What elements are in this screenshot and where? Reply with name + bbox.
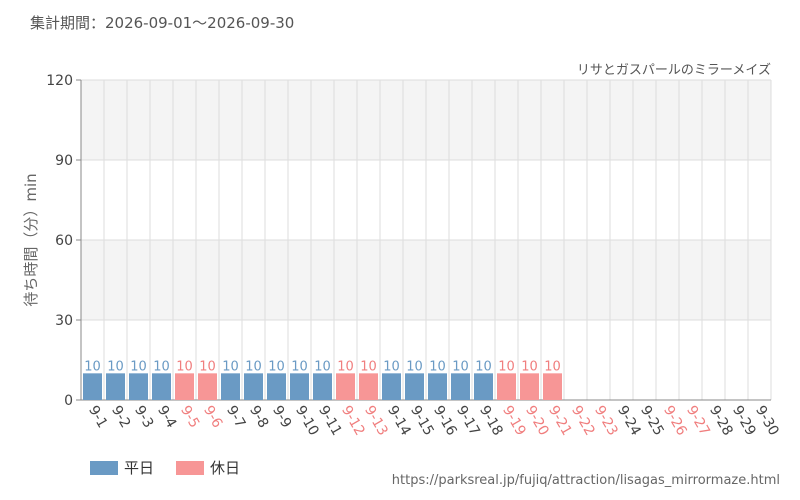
- y-tick-label: 0: [64, 393, 73, 409]
- y-tick-label: 90: [55, 153, 73, 169]
- bar-value-label: 10: [429, 359, 446, 374]
- bar: [313, 373, 332, 400]
- y-tick-label: 120: [46, 73, 73, 89]
- x-tick-label: 9-9: [269, 403, 294, 431]
- bar: [290, 373, 309, 400]
- x-tick-label: 9-6: [200, 403, 225, 431]
- x-tick-label: 9-10: [292, 403, 322, 439]
- bar-value-label: 10: [406, 359, 423, 374]
- bar-value-label: 10: [199, 359, 216, 374]
- x-tick-label: 9-14: [384, 403, 414, 439]
- bar: [497, 373, 516, 400]
- bar-value-label: 10: [475, 359, 492, 374]
- bar: [359, 373, 378, 400]
- x-tick-label: 9-24: [614, 403, 644, 439]
- x-tick-label: 9-27: [683, 403, 713, 439]
- x-tick-label: 9-5: [177, 403, 202, 431]
- bar: [221, 373, 240, 400]
- bar: [382, 373, 401, 400]
- bar: [175, 373, 194, 400]
- bar-value-label: 10: [84, 359, 101, 374]
- bar: [244, 373, 263, 400]
- bar-value-label: 10: [268, 359, 285, 374]
- legend-holiday-label: 休日: [210, 459, 241, 477]
- bar: [336, 373, 355, 400]
- x-tick-label: 9-15: [407, 403, 437, 439]
- y-tick-label: 30: [55, 313, 73, 329]
- source-url[interactable]: https://parksreal.jp/fujiq/attraction/li…: [391, 473, 780, 488]
- x-tick-label: 9-13: [361, 403, 391, 439]
- bar: [543, 373, 562, 400]
- bar-value-label: 10: [130, 359, 147, 374]
- chart-legend: 平日 休日: [90, 457, 262, 478]
- legend-holiday-swatch: [176, 460, 205, 475]
- bar-value-label: 10: [383, 359, 400, 374]
- bar-value-label: 10: [544, 359, 561, 374]
- bar-value-label: 10: [107, 359, 124, 374]
- legend-weekday-label: 平日: [124, 459, 155, 477]
- bar: [198, 373, 217, 400]
- bar-value-label: 10: [176, 359, 193, 374]
- x-tick-label: 9-19: [499, 403, 529, 439]
- bar-value-label: 10: [291, 359, 308, 374]
- bar-value-label: 10: [314, 359, 331, 374]
- x-tick-label: 9-22: [568, 403, 598, 439]
- x-tick-label: 9-12: [338, 403, 368, 439]
- x-tick-label: 9-2: [108, 403, 133, 431]
- x-tick-label: 9-29: [729, 403, 759, 439]
- bar: [474, 373, 493, 400]
- bar: [106, 373, 125, 400]
- legend-holiday[interactable]: 休日: [176, 457, 240, 478]
- x-tick-label: 9-23: [591, 403, 621, 439]
- x-tick-label: 9-16: [430, 403, 460, 439]
- bar: [405, 373, 424, 400]
- bar: [267, 373, 286, 400]
- legend-weekday[interactable]: 平日: [90, 457, 154, 478]
- x-tick-label: 9-21: [545, 403, 575, 439]
- x-tick-label: 9-28: [706, 403, 736, 439]
- x-tick-label: 9-8: [246, 403, 271, 431]
- x-tick-label: 9-30: [752, 403, 782, 439]
- x-tick-label: 9-26: [660, 403, 690, 439]
- bar: [451, 373, 470, 400]
- bar: [83, 373, 102, 400]
- bar-value-label: 10: [245, 359, 262, 374]
- x-tick-label: 9-25: [637, 403, 667, 439]
- x-tick-label: 9-17: [453, 403, 483, 439]
- period-label: 集計期間：2026-09-01～2026-09-30: [30, 14, 295, 32]
- legend-weekday-swatch: [90, 460, 118, 475]
- bar: [520, 373, 539, 400]
- bar-value-label: 10: [360, 359, 377, 374]
- bar: [129, 373, 148, 400]
- x-tick-label: 9-7: [223, 403, 248, 431]
- bar-value-label: 10: [222, 359, 239, 374]
- x-tick-label: 9-1: [85, 403, 110, 431]
- x-tick-label: 9-11: [315, 403, 345, 439]
- chart-title: リサとガスパールのミラーメイズ: [577, 62, 771, 78]
- bar-value-label: 10: [452, 359, 469, 374]
- bar-value-label: 10: [337, 359, 354, 374]
- x-tick-label: 9-4: [154, 403, 179, 431]
- x-tick-label: 9-18: [476, 403, 506, 439]
- bar-value-label: 10: [498, 359, 515, 374]
- x-tick-label: 9-20: [522, 403, 552, 439]
- bar: [152, 373, 171, 400]
- bar-value-label: 10: [153, 359, 170, 374]
- bar: [428, 373, 447, 400]
- y-tick-label: 60: [55, 233, 73, 249]
- x-tick-label: 9-3: [131, 403, 156, 431]
- y-axis-label: 待ち時間（分）min: [22, 173, 40, 306]
- bar-value-label: 10: [521, 359, 538, 374]
